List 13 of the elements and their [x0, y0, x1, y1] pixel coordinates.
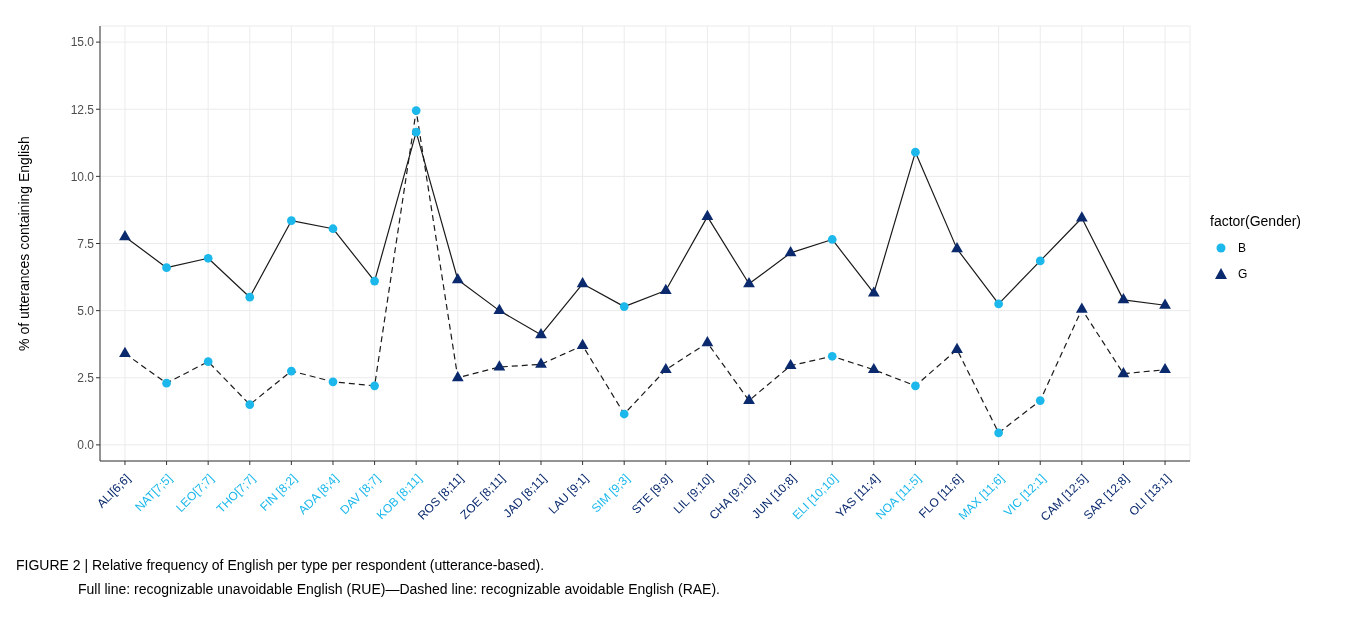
- y-tick-label: 5.0: [77, 303, 95, 318]
- y-tick-label: 12.5: [70, 102, 95, 117]
- y-tick-label: 10.0: [70, 169, 95, 184]
- y-tick-label: 7.5: [77, 236, 95, 251]
- y-axis-title: % of utterances containing English: [15, 136, 32, 351]
- legend-label: G: [1238, 267, 1248, 281]
- caption: FIGURE 2 | Relative frequency of English per type per respondent (utterance-based).: [16, 556, 546, 575]
- legend-title: factor(Gender): [1210, 213, 1302, 229]
- text: Full line: recognizable unavoidable English (RUE)—Dashed line: recognizable avoidable English (RAE).: [77, 580, 721, 599]
- y-tick-label: 15.0: [70, 35, 95, 50]
- y-tick-label: 2.5: [77, 371, 95, 386]
- legend-label: B: [1238, 241, 1247, 255]
- y-tick-label: 0.0: [77, 438, 95, 453]
